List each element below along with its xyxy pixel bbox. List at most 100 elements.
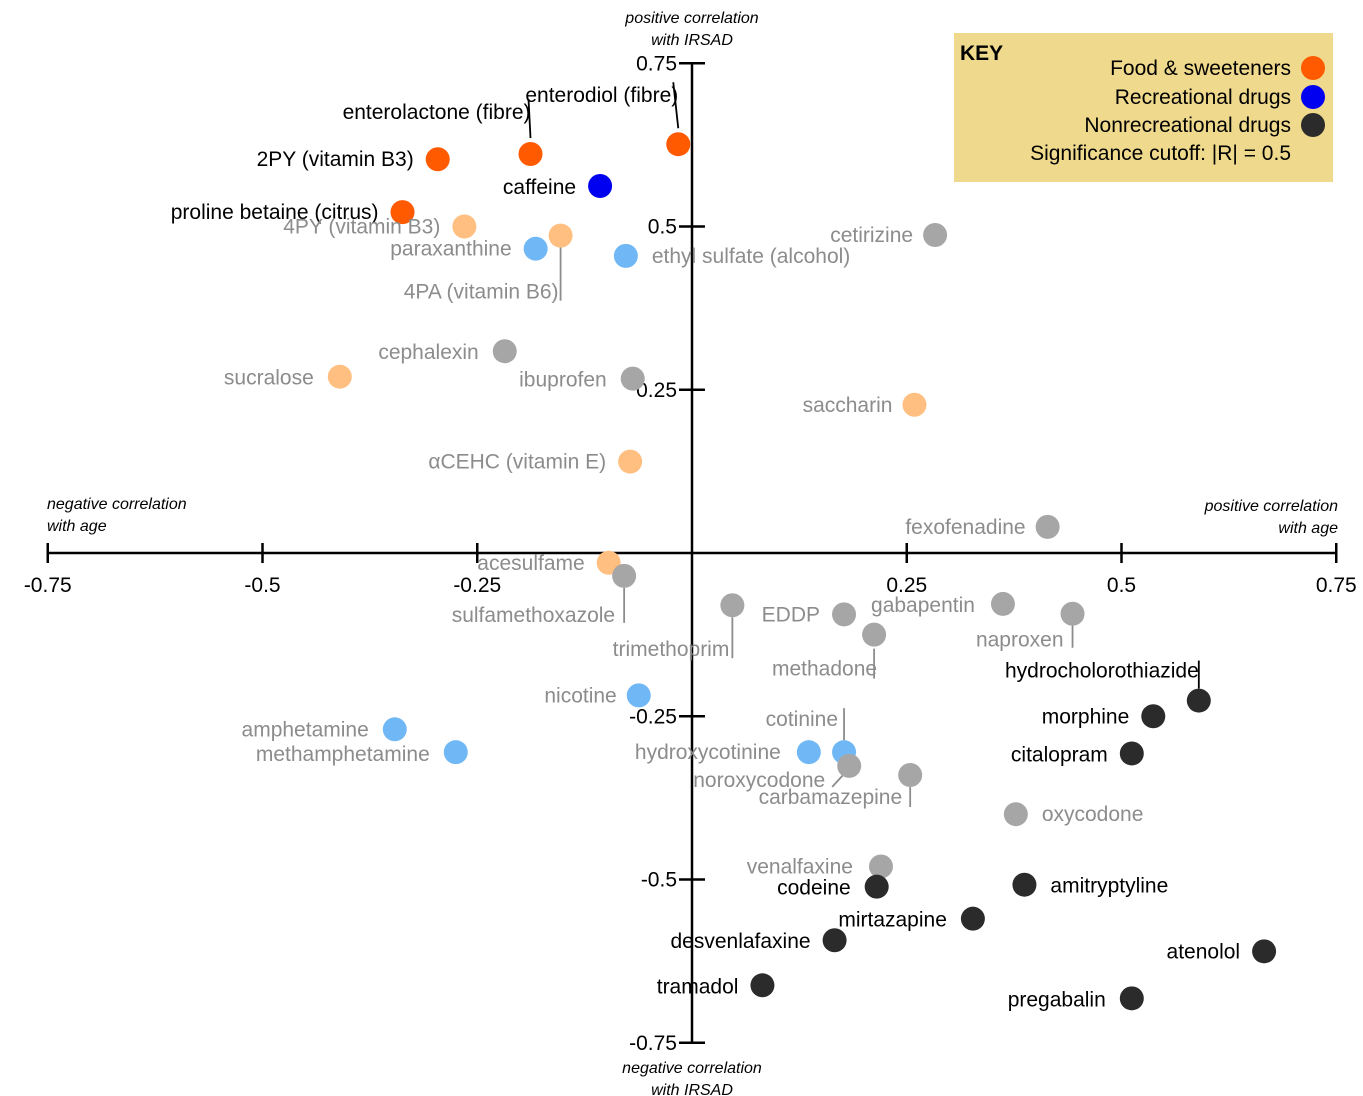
axis-label-right: positive correlation with age — [1204, 498, 1339, 537]
point-gabapentin — [990, 591, 1015, 616]
y-tick-label: 0.5 — [648, 216, 677, 239]
point-naproxen — [1060, 601, 1085, 626]
label-pregabalin: pregabalin — [1008, 988, 1106, 1011]
label-ethyl-sulfate-alcohol: ethyl sulfate (alcohol) — [652, 245, 850, 268]
point-hydrocholorothiazide — [1186, 688, 1211, 713]
label-4py-vitamin-b3: 4PY (vitamin B3) — [283, 216, 440, 239]
legend-label-food: Food & sweeteners — [1110, 57, 1291, 80]
point-mirtazapine — [960, 906, 985, 931]
point-proline-betaine-citrus — [390, 200, 415, 225]
label-caffeine: caffeine — [503, 176, 576, 199]
y-tick-label: 0.25 — [636, 379, 677, 402]
point-ethyl-sulfate-alcohol — [613, 243, 638, 268]
point-eddp — [832, 602, 857, 627]
point-4py-vitamin-b3 — [452, 214, 477, 239]
point-morphine — [1141, 704, 1166, 729]
point-enterodiol-fibre — [666, 132, 691, 157]
label-cetirizine: cetirizine — [830, 224, 913, 247]
legend-significance-note: Significance cutoff: |R| = 0.5 — [1030, 142, 1291, 165]
x-tick-label: -0.25 — [453, 574, 501, 597]
label-trimethoprim: trimethoprim — [613, 638, 730, 661]
point-methadone — [862, 622, 887, 647]
point-pregabalin — [1119, 986, 1144, 1011]
label-ibuprofen: ibuprofen — [519, 369, 607, 392]
point-oxycodone — [1003, 802, 1028, 827]
point-enterolactone-fibre — [518, 142, 543, 167]
leader-enterolactone-fibre — [527, 98, 532, 139]
point-hydroxycotinine — [796, 740, 821, 765]
y-tick-label: 0.75 — [636, 52, 677, 75]
label-venalfaxine: venalfaxine — [747, 855, 853, 878]
label-desvenlafaxine: desvenlafaxine — [670, 930, 810, 953]
label-eddp: EDDP — [762, 603, 820, 626]
leader-enterodiol-fibre — [672, 82, 680, 129]
data-labels: 2PY (vitamin B3) enterolactone (fibre)ent… — [171, 84, 1240, 1011]
label-oxycodone: oxycodone — [1042, 803, 1144, 826]
point-atenolol — [1252, 939, 1277, 964]
label-citalopram: citalopram — [1011, 743, 1108, 766]
label-naproxen: naproxen — [976, 629, 1064, 652]
legend-box — [954, 33, 1333, 182]
label-saccharin: saccharin — [803, 394, 893, 417]
axis-label-left: negative correlation with age — [47, 496, 187, 535]
label-hydrocholorothiazide: hydrocholorothiazide — [1005, 660, 1199, 683]
label-carbamazepine: carbamazepine — [759, 786, 903, 809]
point-methamphetamine — [443, 740, 468, 765]
point-amphetamine — [382, 717, 407, 742]
label-2py-vitamin-b3: 2PY (vitamin B3) — [257, 148, 414, 171]
legend-swatch-food — [1301, 56, 1325, 80]
label-amphetamine: amphetamine — [242, 718, 369, 741]
point-saccharin — [902, 392, 927, 417]
label-cephalexin: cephalexin — [378, 341, 478, 364]
x-tick-label: 0.5 — [1107, 574, 1136, 597]
label-codeine: codeine — [777, 877, 851, 900]
x-tick-label: -0.75 — [24, 574, 72, 597]
point-desvenlafaxine — [822, 928, 847, 953]
label-noroxycodone: noroxycodone — [693, 769, 825, 792]
point-tramadol — [750, 973, 775, 998]
legend-title: KEY — [960, 42, 1003, 65]
label-amitryptyline: amitryptyline — [1050, 875, 1168, 898]
point-citalopram — [1119, 741, 1144, 766]
label-methadone: methadone — [772, 658, 877, 681]
label-nicotine: nicotine — [544, 684, 616, 707]
point-venalfaxine — [868, 854, 893, 879]
label-fexofenadine: fexofenadine — [905, 516, 1025, 539]
point-codeine — [864, 874, 889, 899]
point-4pa-vitamin-b6 — [548, 223, 573, 248]
label-gabapentin: gabapentin — [871, 594, 975, 617]
data-points — [327, 132, 1277, 1011]
legend-swatch-recreational — [1301, 85, 1325, 109]
label-tramadol: tramadol — [657, 975, 739, 998]
point-amitryptyline — [1012, 872, 1037, 897]
point-cetirizine — [923, 222, 948, 247]
label-hydroxycotinine: hydroxycotinine — [635, 741, 781, 764]
label-sucralose: sucralose — [224, 367, 314, 390]
label-cehc-vitamin-e: αCEHC (vitamin E) — [428, 451, 606, 474]
point-fexofenadine — [1035, 514, 1060, 539]
point-nicotine — [626, 683, 651, 708]
label-enterodiol-fibre: enterodiol (fibre) — [525, 84, 678, 107]
axis-direction-labels: positive correlation with IRSAD negative c… — [47, 10, 1338, 1096]
label-sulfamethoxazole: sulfamethoxazole — [452, 604, 615, 627]
x-tick-label: -0.5 — [244, 574, 280, 597]
label-cotinine: cotinine — [766, 708, 838, 731]
axis-label-bottom: negative correlation with IRSAD — [622, 1060, 762, 1096]
legend-label-recreational: Recreational drugs — [1115, 86, 1291, 109]
point-carbamazepine — [898, 763, 923, 788]
y-tick-label: -0.75 — [629, 1032, 677, 1055]
label-paraxanthine: paraxanthine — [390, 238, 511, 261]
point-noroxycodone — [837, 753, 862, 778]
label-acesulfame: acesulfame — [477, 552, 584, 575]
label-enterolactone-fibre: enterolactone (fibre) — [343, 101, 531, 124]
point-cephalexin — [492, 339, 517, 364]
point-sulfamethoxazole — [612, 563, 637, 588]
y-tick-label: -0.5 — [641, 869, 677, 892]
label-morphine: morphine — [1042, 705, 1130, 728]
y-tick-label: -0.25 — [629, 705, 677, 728]
point-sucralose — [327, 364, 352, 389]
point-caffeine — [588, 174, 613, 199]
label-methamphetamine: methamphetamine — [256, 743, 430, 766]
label-4pa-vitamin-b6: 4PA (vitamin B6) — [404, 281, 559, 304]
